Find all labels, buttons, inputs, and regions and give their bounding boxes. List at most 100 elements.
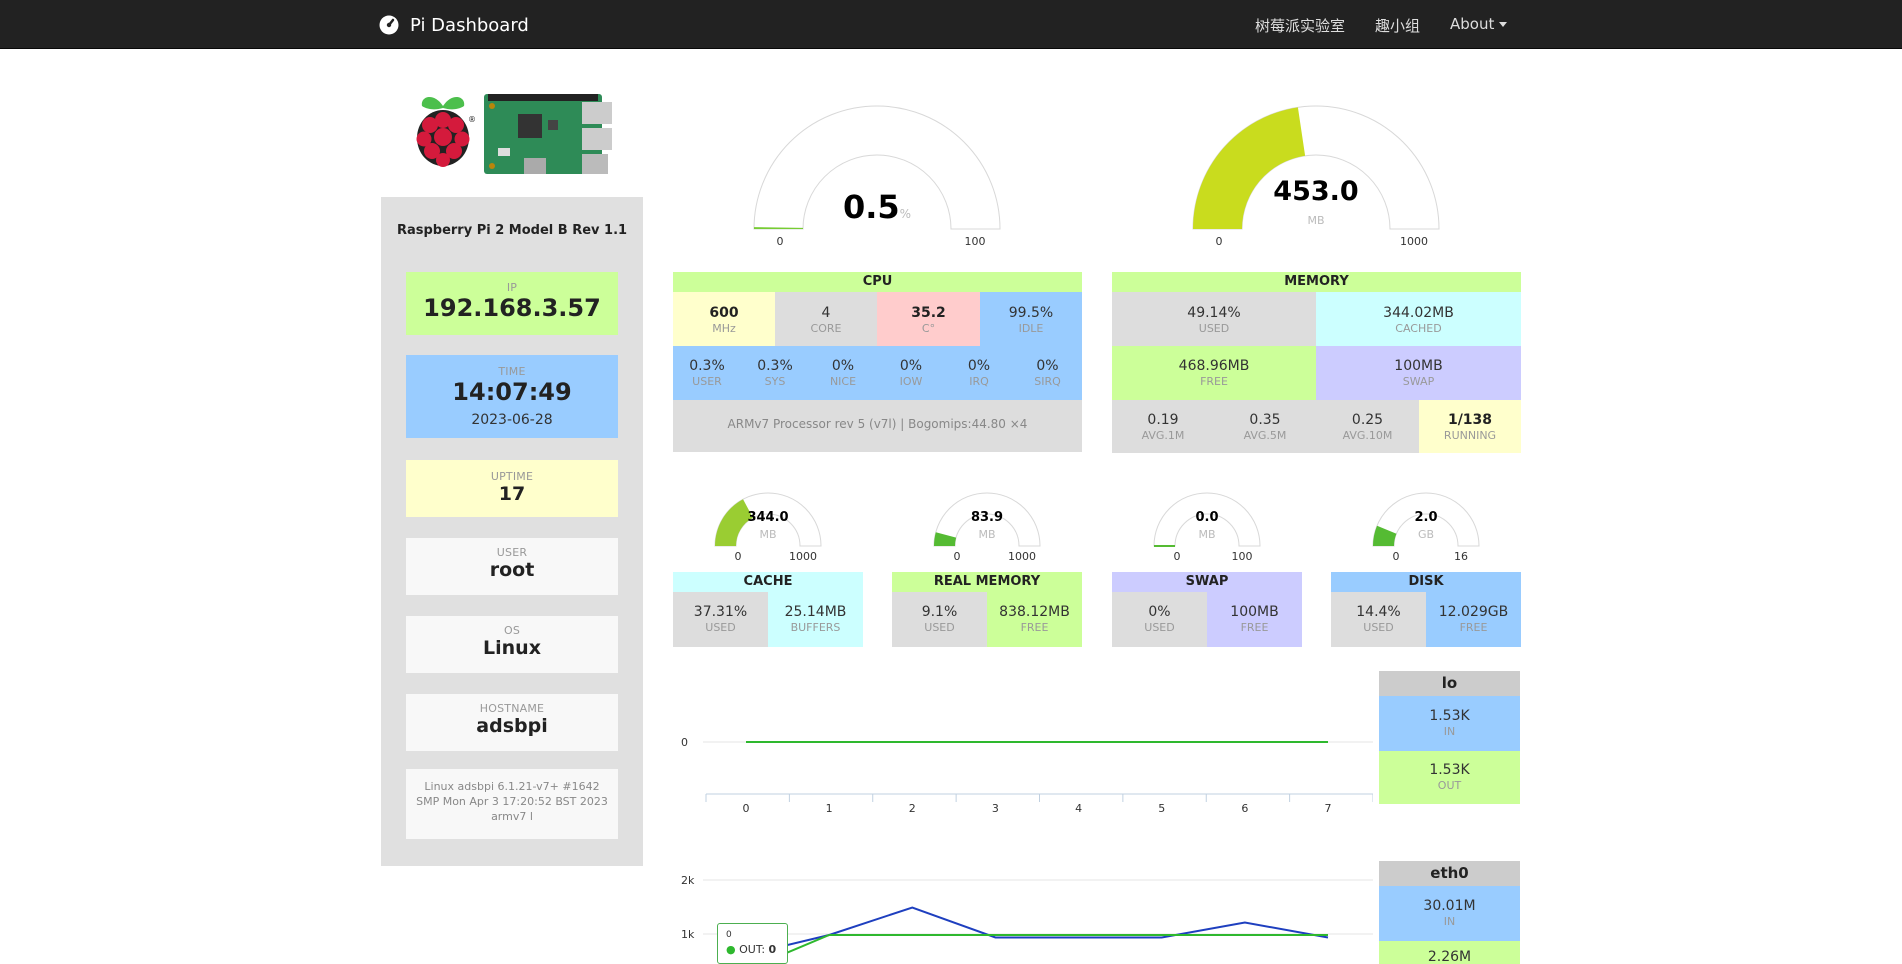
- cache-second-cell: 25.14MB BUFFERS: [768, 592, 863, 647]
- cpu-cores-cell: 4 CORE: [775, 292, 877, 346]
- hostname-label: HOSTNAME: [479, 702, 545, 715]
- tooltip-row: ● OUT: 0: [726, 943, 777, 956]
- cpu-cores-label: CORE: [810, 322, 842, 335]
- processes-running-cell: 1/138 RUNNING: [1419, 400, 1521, 453]
- disk-gauge-value: 2.0: [1414, 510, 1438, 525]
- cpu-stat-iow: 0% IOW: [877, 346, 945, 400]
- time-label: TIME: [498, 365, 526, 378]
- uptime-card: UPTIME 17: [406, 460, 618, 517]
- nav-about-dropdown[interactable]: About: [1450, 15, 1508, 33]
- swap-gauge-track: [1153, 492, 1261, 547]
- disk-second-cell: 12.029GB FREE: [1426, 592, 1521, 647]
- ip-card: IP 192.168.3.57: [406, 272, 618, 335]
- real-memory-used-value: 9.1%: [921, 604, 958, 620]
- tooltip-dot-icon: ●: [726, 943, 736, 956]
- net-eth0-in-label: IN: [1443, 915, 1456, 928]
- cpu-idle-cell: 99.5% IDLE: [980, 292, 1082, 346]
- lo-traffic-chart: 0 0 1 2 3 4 5 6 7: [681, 736, 1373, 815]
- net-lo-out-value: 1.53K: [1429, 762, 1470, 778]
- mem-used-label: USED: [1198, 322, 1230, 335]
- time-card: TIME 14:07:49 2023-06-28: [406, 355, 618, 438]
- cache-gauge-value: 344.0: [747, 510, 789, 525]
- memory-gauge: [1192, 105, 1440, 230]
- kernel-info: Linux adsbpi 6.1.21-v7+ #1642 SMP Mon Ap…: [406, 769, 618, 839]
- cpu-freq-cell: 600 MHz: [673, 292, 775, 346]
- cpu-stat-label: NICE: [829, 375, 857, 388]
- real-memory-gauge-track: [933, 492, 1041, 547]
- nav-link-group[interactable]: 趣小组: [1375, 17, 1421, 35]
- cpu-stat-label: SYS: [764, 375, 786, 388]
- cpu-title: CPU: [673, 272, 1082, 292]
- disk-gauge-min: 0: [1392, 550, 1400, 563]
- os-label: OS: [503, 624, 521, 637]
- cache-second-label: BUFFERS: [790, 621, 841, 634]
- net-eth0-out-cell: 2.26M: [1379, 941, 1520, 964]
- net-eth0-name: eth0: [1379, 861, 1520, 886]
- real-memory-gauge-max: 1000: [1008, 550, 1036, 563]
- memory-gauge-value: 453.0: [1273, 176, 1359, 207]
- cpu-gauge-min: 0: [776, 235, 784, 248]
- net-eth0-out-value: 2.26M: [1427, 949, 1472, 964]
- cpu-model: ARMv7 Processor rev 5 (v7l) | Bogomips:4…: [673, 400, 1082, 452]
- swap-second-cell: 100MB FREE: [1207, 592, 1302, 647]
- brand-link[interactable]: Pi Dashboard: [379, 14, 529, 36]
- swap-title: SWAP: [1112, 572, 1302, 592]
- cpu-gauge-track: [753, 105, 1001, 230]
- swap-gauge-min: 0: [1173, 550, 1181, 563]
- disk-second-value: 12.029GB: [1438, 604, 1509, 620]
- navbar: Pi Dashboard 树莓派实验室 趣小组 About: [0, 0, 1902, 49]
- ip-label: IP: [506, 281, 518, 294]
- processes-running-label: RUNNING: [1443, 429, 1497, 442]
- net-eth0-in-cell: 30.01M IN: [1379, 886, 1520, 941]
- x-tick-label: 1: [826, 802, 833, 815]
- cpu-stat-user: 0.3% USER: [673, 346, 741, 400]
- net-lo-name: lo: [1379, 671, 1520, 696]
- load-avg-5m-cell: 0.35 AVG.5M: [1214, 400, 1316, 453]
- nav-about-label: About: [1450, 15, 1495, 33]
- disk-gauge-max: 16: [1454, 550, 1468, 563]
- chart-tooltip: 0 ● OUT: 0: [717, 923, 788, 964]
- cpu-gauge-value: 0.5%: [752, 188, 1002, 226]
- mem-cached-label: CACHED: [1395, 322, 1442, 335]
- cpu-gauge-max: 100: [964, 235, 986, 248]
- x-tick-label: 4: [1075, 802, 1082, 815]
- cache-used-value: 37.31%: [693, 604, 748, 620]
- swap-gauge-max: 100: [1231, 550, 1253, 563]
- cache-gauge: [714, 492, 822, 547]
- load-avg-10m-value: 0.25: [1351, 412, 1384, 428]
- board-photo: [484, 94, 612, 174]
- load-avg-10m-label: AVG.10M: [1342, 429, 1393, 442]
- memory-table: MEMORY 49.14% USED 344.02MB CACHED 468.9…: [1112, 272, 1521, 453]
- mem-free-value: 468.96MB: [1178, 358, 1250, 374]
- ip-value: 192.168.3.57: [423, 294, 601, 322]
- device-info-panel: Raspberry Pi 2 Model B Rev 1.1 IP 192.16…: [381, 197, 643, 866]
- cpu-stat-value: 0.3%: [689, 358, 725, 374]
- disk-gauge-track: [1372, 492, 1480, 547]
- net-lo-out-cell: 1.53K OUT: [1379, 751, 1520, 804]
- load-avg-1m-value: 0.19: [1147, 412, 1179, 428]
- nav-link-pi-lab[interactable]: 树莓派实验室: [1255, 17, 1346, 35]
- net-lo-in-label: IN: [1443, 725, 1456, 738]
- svg-text:®: ®: [468, 115, 476, 124]
- load-avg-1m-cell: 0.19 AVG.1M: [1112, 400, 1214, 453]
- user-label: USER: [496, 546, 528, 559]
- cpu-gauge: [753, 105, 1001, 230]
- real-memory-gauge-fill: [934, 532, 957, 546]
- mem-cached-cell: 344.02MB CACHED: [1316, 292, 1521, 346]
- mem-swap-cell: 100MB SWAP: [1316, 346, 1521, 400]
- eth0-traffic-chart: 2k 1k: [681, 874, 1373, 964]
- mem-used-cell: 49.14% USED: [1112, 292, 1316, 346]
- cpu-stat-value: 0%: [831, 358, 855, 374]
- cache-title: CACHE: [673, 572, 863, 592]
- x-tick-label: 7: [1325, 802, 1332, 815]
- cpu-stat-label: IOW: [899, 375, 923, 388]
- disk-used-value: 14.4%: [1356, 604, 1401, 620]
- mem-free-label: FREE: [1200, 375, 1228, 388]
- cpu-stat-value: 0%: [1036, 358, 1059, 374]
- cache-gauge-min: 0: [734, 550, 742, 563]
- load-avg-5m-label: AVG.5M: [1243, 429, 1287, 442]
- net-eth0-in-value: 30.01M: [1423, 898, 1476, 914]
- user-card: USER root: [406, 538, 618, 595]
- time-value: 14:07:49: [452, 378, 572, 406]
- cache-used-label: USED: [705, 621, 736, 634]
